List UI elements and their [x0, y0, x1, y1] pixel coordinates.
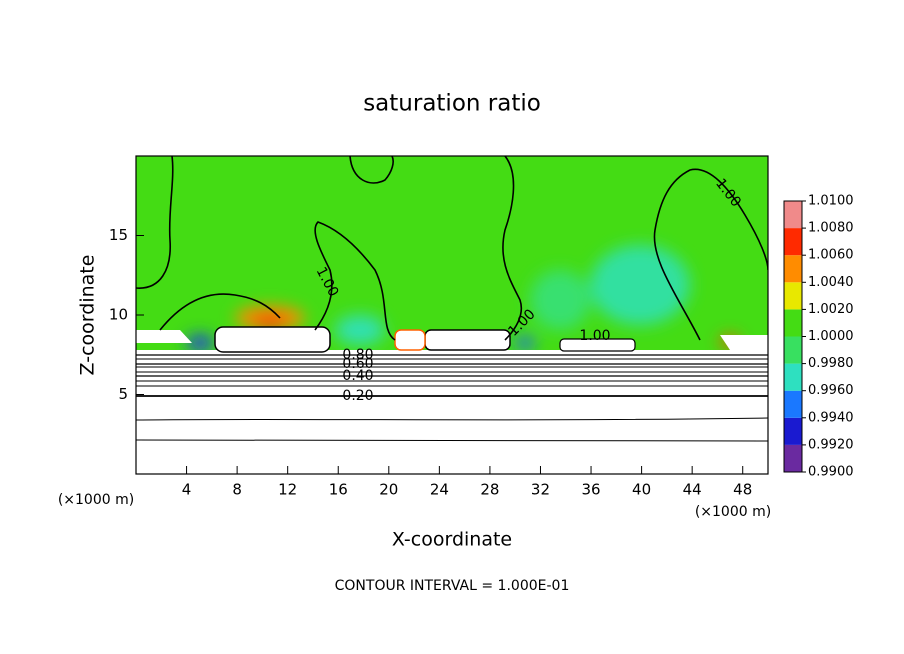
colorbar-band [784, 444, 802, 472]
x-tick-label: 8 [232, 481, 242, 499]
x-tick-label: 36 [581, 481, 600, 499]
cloud [214, 326, 331, 353]
y-tick-label: 10 [109, 306, 128, 324]
y-tick-label: 15 [109, 226, 128, 244]
footer: CONTOUR INTERVAL = 1.000E-01 [335, 578, 570, 594]
x-tick-label: 4 [182, 481, 192, 499]
cloud [136, 330, 192, 343]
colorbar-band [784, 363, 802, 391]
field-shading [186, 245, 740, 351]
colorbar-band [784, 255, 802, 283]
contour-label: 0.60 [342, 356, 373, 372]
colorbar-label: 0.9940 [808, 410, 854, 425]
x-tick-label: 16 [329, 481, 348, 499]
dry-region [136, 350, 768, 474]
x-tick-label: 32 [531, 481, 550, 499]
colorbar-label: 1.0080 [808, 221, 854, 236]
x-tick-label: 48 [733, 481, 752, 499]
colorbar-label: 0.9920 [808, 437, 854, 452]
colorbar-label: 1.0060 [808, 248, 854, 263]
x-tick-label: 24 [430, 481, 449, 499]
colorbar-label: 1.0100 [808, 194, 854, 209]
x-axis-label: X-coordinate [392, 529, 512, 551]
colorbar-band [784, 228, 802, 256]
contour-lines [136, 156, 768, 341]
colorbar-label: 1.0020 [808, 302, 854, 317]
colorbar-label: 0.9900 [808, 465, 854, 480]
colorbar-label: 0.9960 [808, 383, 854, 398]
x-tick-label: 12 [278, 481, 297, 499]
colorbar-band [784, 309, 802, 337]
contour-label: 0.20 [342, 388, 373, 404]
cloud [559, 338, 636, 352]
colorbar-label: 0.9980 [808, 356, 854, 371]
y-unit-label: (×1000 m) [58, 492, 134, 508]
cloud [720, 335, 768, 350]
x-tick-label: 40 [632, 481, 651, 499]
colorbar-label: 1.0000 [808, 329, 854, 344]
cloud [424, 329, 511, 351]
x-tick-label: 20 [379, 481, 398, 499]
x-tick-label: 28 [480, 481, 499, 499]
x-unit-label: (×1000 m) [695, 504, 771, 520]
x-tick-label: 44 [683, 481, 702, 499]
colorbar-label: 1.0040 [808, 275, 854, 290]
cloud [394, 329, 426, 351]
contour-label: 1.00 [579, 328, 610, 344]
colorbar-band [784, 390, 802, 418]
y-axis-label: Z-coordinate [77, 255, 99, 376]
y-tick-label: 5 [118, 385, 128, 403]
colorbar-band [784, 201, 802, 229]
colorbar-band [784, 417, 802, 445]
field [136, 156, 768, 474]
colorbar-band [784, 282, 802, 310]
colorbar-band [784, 336, 802, 364]
contour-label: 0.80 [342, 347, 373, 363]
chart-title: saturation ratio [363, 91, 541, 117]
contour-label: 0.40 [342, 368, 373, 384]
